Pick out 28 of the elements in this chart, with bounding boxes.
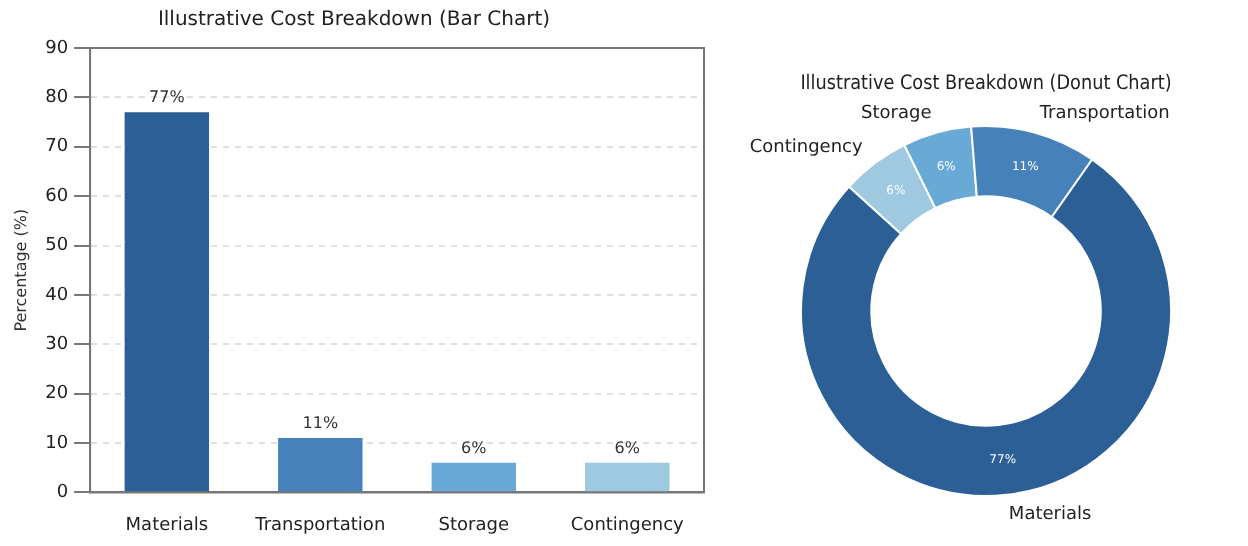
x-tick-label: Transportation [253,515,386,536]
slice-label: Transportation [1037,103,1170,124]
y-tick-label: 90 [45,38,69,59]
bar [278,438,363,492]
chart-title: Illustrative Cost Breakdown (Donut Chart) [800,72,1172,96]
y-tick-label: 0 [56,483,69,504]
x-tick-label: Materials [125,515,209,536]
y-tick-label: 10 [45,433,69,454]
data-label: 77% [149,88,186,107]
y-tick-label: 30 [45,334,69,355]
slice-label: Contingency [749,137,864,158]
x-tick-label: Contingency [570,515,686,536]
x-tick-label: Storage [438,515,510,536]
bar [431,462,516,492]
y-tick-label: 80 [45,88,69,109]
data-label: 11% [302,414,339,433]
chart-title: Illustrative Cost Breakdown (Bar Chart) [157,9,551,32]
bar [585,462,670,492]
y-tick-label: 60 [45,186,69,207]
data-label: 6% [461,438,488,457]
y-tick-label: 70 [45,137,69,158]
bar [124,112,210,492]
slice-label: Storage [861,104,933,125]
y-tick-label: 40 [45,285,69,306]
data-label: 6% [614,438,641,457]
y-tick-label: 50 [45,236,69,257]
y-axis-title: Percentage (%) [11,208,30,332]
y-tick-label: 20 [45,384,69,405]
